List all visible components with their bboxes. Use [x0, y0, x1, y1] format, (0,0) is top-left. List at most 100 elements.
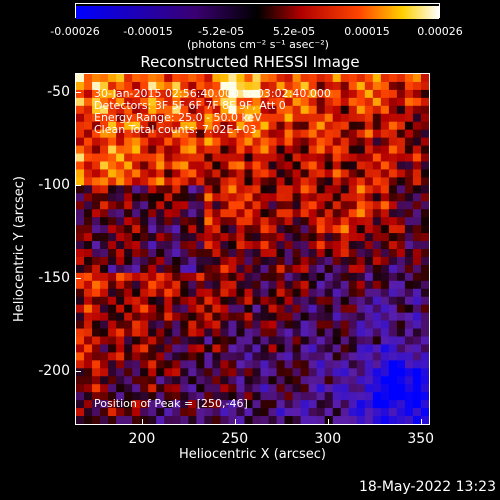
- heatmap-cell: [76, 416, 85, 424]
- heatmap-cell: [260, 129, 270, 139]
- heatmap-cell: [412, 153, 422, 163]
- heatmap-cell: [300, 280, 310, 290]
- heatmap-cell: [388, 113, 398, 123]
- heatmap-cell: [188, 249, 197, 258]
- heatmap-cell: [340, 74, 350, 83]
- heatmap-cell: [76, 97, 85, 107]
- heatmap-cell: [300, 336, 310, 346]
- heatmap-cell: [124, 241, 133, 250]
- heatmap-cell: [364, 177, 374, 186]
- heatmap-cell: [196, 264, 205, 274]
- heatmap-cell: [100, 81, 109, 91]
- heatmap-cell: [196, 320, 205, 330]
- heatmap-cell: [276, 392, 286, 401]
- heatmap-cell: [236, 145, 246, 155]
- heatmap-cell: [132, 129, 141, 139]
- heatmap-cell: [252, 280, 262, 290]
- heatmap-cell: [260, 177, 270, 186]
- heatmap-cell: [156, 121, 165, 131]
- heatmap-image: [76, 74, 429, 424]
- heatmap-cell: [420, 233, 429, 242]
- heatmap-cell: [252, 129, 262, 139]
- heatmap-cell: [276, 81, 286, 91]
- heatmap-cell: [188, 113, 197, 123]
- heatmap-cell: [196, 288, 205, 298]
- heatmap-cell: [220, 320, 230, 330]
- heatmap-cell: [420, 304, 429, 314]
- heatmap-cell: [388, 137, 398, 147]
- heatmap-cell: [156, 153, 165, 163]
- heatmap-cell: [244, 161, 254, 171]
- heatmap-cell: [164, 352, 173, 361]
- heatmap-cell: [372, 336, 382, 346]
- heatmap-cell: [420, 320, 429, 330]
- heatmap-cell: [156, 336, 165, 346]
- heatmap-cell: [340, 264, 350, 274]
- colorbar: [75, 3, 440, 19]
- heatmap-cell: [100, 400, 109, 409]
- heatmap-cell: [244, 249, 254, 258]
- heatmap-cell: [332, 74, 342, 83]
- heatmap-cell: [212, 256, 222, 266]
- heatmap-cell: [332, 320, 342, 330]
- heatmap-cell: [268, 129, 278, 139]
- heatmap-cell: [172, 153, 181, 163]
- heatmap-cell: [300, 89, 310, 99]
- heatmap-cell: [388, 272, 398, 282]
- heatmap-cell: [268, 408, 278, 417]
- heatmap-cell: [116, 272, 125, 282]
- heatmap-cell: [92, 352, 101, 361]
- heatmap-cell: [148, 193, 157, 202]
- heatmap-cell: [228, 288, 238, 298]
- heatmap-cell: [124, 177, 133, 186]
- heatmap-cell: [84, 121, 93, 131]
- clean-annotation: Clean Total counts: 7.02E+03: [94, 123, 257, 136]
- heatmap-cell: [356, 408, 366, 417]
- heatmap-cell: [172, 81, 181, 91]
- heatmap-cell: [420, 217, 429, 226]
- heatmap-cell: [188, 416, 197, 424]
- heatmap-cell: [332, 408, 342, 417]
- heatmap-cell: [284, 185, 294, 194]
- heatmap-cell: [276, 129, 286, 139]
- heatmap-cell: [300, 217, 310, 226]
- heatmap-cell: [292, 193, 302, 202]
- heatmap-cell: [116, 161, 125, 171]
- heatmap-cell: [116, 233, 125, 242]
- heatmap-cell: [180, 368, 189, 377]
- heatmap-cell: [300, 153, 310, 163]
- x-tick-mark: [141, 419, 143, 425]
- heatmap-cell: [108, 185, 117, 194]
- heatmap-cell: [204, 217, 213, 226]
- heatmap-cell: [252, 328, 262, 338]
- heatmap-cell: [364, 113, 374, 123]
- heatmap-cell: [124, 105, 133, 115]
- heatmap-cell: [260, 153, 270, 163]
- heatmap-cell: [316, 177, 326, 186]
- heatmap-cell: [228, 336, 238, 346]
- heatmap-cell: [212, 74, 222, 83]
- heatmap-cell: [132, 416, 141, 424]
- heatmap-cell: [204, 209, 213, 218]
- heatmap-cell: [84, 376, 93, 385]
- heatmap-cell: [308, 169, 318, 178]
- heatmap-cell: [404, 129, 414, 139]
- heatmap-cell: [92, 89, 101, 99]
- heatmap-cell: [164, 384, 173, 393]
- heatmap-cell: [300, 416, 310, 424]
- heatmap-cell: [284, 296, 294, 306]
- heatmap-cell: [324, 280, 334, 290]
- heatmap-cell: [276, 153, 286, 163]
- heatmap-cell: [332, 121, 342, 131]
- heatmap-cell: [116, 201, 125, 210]
- heatmap-cell: [380, 344, 390, 353]
- heatmap-cell: [132, 344, 141, 353]
- heatmap-cell: [340, 304, 350, 314]
- heatmap-cell: [356, 272, 366, 282]
- heatmap-cell: [92, 185, 101, 194]
- heatmap-cell: [164, 312, 173, 322]
- heatmap-cell: [300, 97, 310, 107]
- heatmap-cell: [316, 280, 326, 290]
- heatmap-cell: [276, 344, 286, 353]
- heatmap-cell: [372, 384, 382, 393]
